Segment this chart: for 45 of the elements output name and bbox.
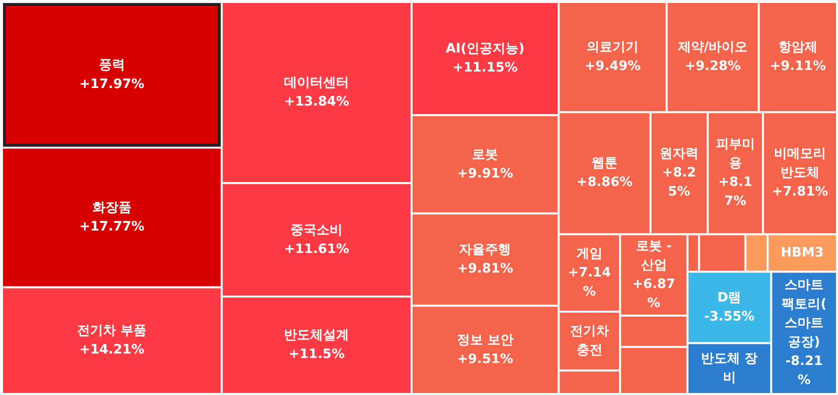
- data-label: +7.81%: [772, 184, 828, 200]
- category-label: 반도체설계: [284, 328, 350, 344]
- category-label: 로봇: [472, 147, 498, 162]
- category-label: D램: [717, 290, 742, 306]
- data-label: +7.14%: [568, 265, 611, 300]
- category-label: 로봇 - 산업: [636, 238, 672, 273]
- category-label: 웹툰: [592, 156, 618, 172]
- data-label: +9.28%: [684, 59, 741, 74]
- data-label: +8.25%: [662, 166, 696, 200]
- category-label: AI(인공지능): [446, 42, 524, 57]
- data-label: +8.86%: [576, 175, 633, 190]
- data-label: +9.11%: [770, 59, 826, 74]
- data-label: +11.61%: [284, 242, 350, 257]
- data-label: +9.49%: [584, 59, 641, 74]
- category-label: 정보 보안: [456, 332, 514, 348]
- category-label: HBM3: [780, 245, 824, 260]
- data-label: +6.87%: [632, 276, 676, 311]
- category-label: 원자력: [660, 146, 699, 162]
- data-label: +13.84%: [284, 94, 350, 110]
- category-label: 전기차 부품: [77, 324, 147, 339]
- category-label: 비메모리 반도체: [774, 146, 826, 181]
- category-label: 제약/바이오: [676, 40, 748, 56]
- category-label: 게임: [576, 246, 602, 262]
- category-label: 피부미용: [716, 137, 755, 172]
- category-label: 데이터센터: [284, 76, 350, 91]
- category-label: 중국소비: [290, 222, 343, 238]
- data-label: +9.51%: [457, 352, 514, 367]
- data-label: +9.81%: [457, 262, 514, 277]
- category-label: 풍력: [98, 58, 125, 73]
- category-label: 반도체 장비: [701, 352, 758, 386]
- data-label: +17.97%: [79, 76, 144, 92]
- data-label: +8.17%: [718, 175, 752, 210]
- category-label: 자율주행: [459, 242, 512, 258]
- data-label: +17.77%: [79, 219, 144, 234]
- category-label: 스마트팩토리(스마트공장): [782, 278, 827, 350]
- data-label: +11.15%: [452, 60, 518, 76]
- data-label: +14.21%: [79, 342, 144, 358]
- data-label: +11.5%: [288, 347, 345, 362]
- category-label: 항암제: [778, 40, 818, 56]
- data-label: -3.55%: [704, 309, 755, 324]
- data-label: +9.91%: [457, 166, 514, 182]
- data-label: -8.21%: [785, 354, 823, 388]
- category-label: 전기차 충전: [570, 324, 609, 358]
- category-label: 화장품: [92, 200, 132, 216]
- category-label: 의료기기: [586, 40, 639, 56]
